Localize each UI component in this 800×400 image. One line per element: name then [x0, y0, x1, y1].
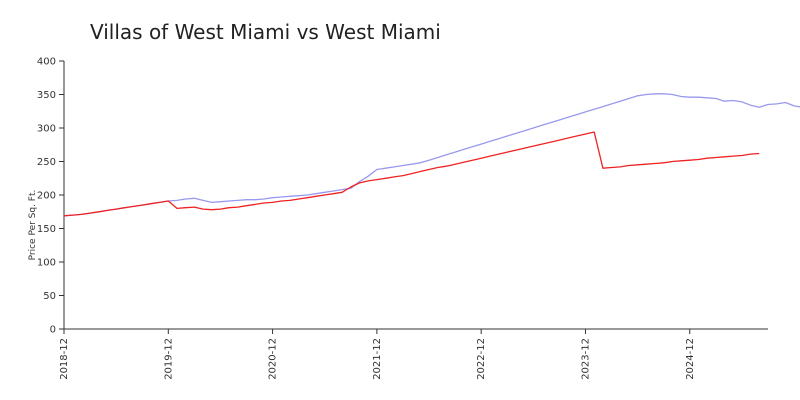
x-tick-label: 2020-12 [268, 338, 279, 380]
x-tick-label: 2019-12 [163, 338, 174, 380]
x-tick-label: 2024-12 [685, 338, 696, 380]
x-tick-label: 2022-12 [476, 338, 487, 380]
y-axis-label: Price Per Sq. Ft. [28, 190, 38, 261]
y-tick-label: 250 [37, 157, 56, 168]
series-line-2 [63, 131, 760, 217]
y-tick-label: 350 [37, 90, 56, 101]
x-tick-label: 2018-12 [59, 338, 70, 380]
y-tick-label: 100 [37, 258, 56, 269]
y-tick-label: 300 [37, 124, 56, 135]
series-line-1 [63, 93, 800, 217]
y-tick-label: 200 [37, 191, 56, 202]
chart-title: Villas of West Miami vs West Miami [90, 20, 441, 44]
y-tick-label: 0 [50, 325, 56, 336]
y-tick-label: 400 [37, 57, 56, 68]
y-tick-label: 50 [43, 291, 56, 302]
x-tick-label: 2021-12 [372, 338, 383, 380]
x-tick-label: 2023-12 [580, 338, 591, 380]
y-tick-label: 150 [37, 224, 56, 235]
